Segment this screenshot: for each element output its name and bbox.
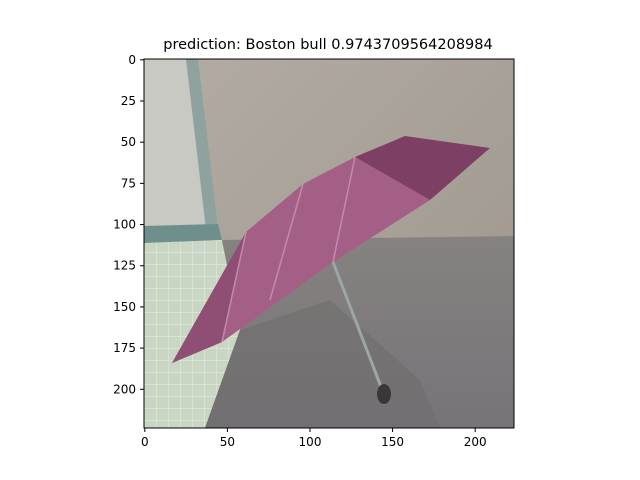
- y-tick-label: 150: [113, 300, 136, 314]
- y-tick-label: 0: [128, 53, 136, 67]
- y-tick-label: 75: [121, 176, 136, 190]
- y-tick-label: 25: [121, 94, 136, 108]
- x-tick-label: 200: [464, 435, 487, 449]
- y-tick-label: 200: [113, 382, 136, 396]
- y-tick-label: 100: [113, 218, 136, 232]
- y-tick-label: 175: [113, 341, 136, 355]
- x-tick-label: 100: [299, 435, 322, 449]
- y-tick-label: 50: [121, 135, 136, 149]
- x-tick-label: 150: [381, 435, 404, 449]
- plot-title: prediction: Boston bull 0.97437095642089…: [163, 37, 492, 53]
- y-axis: 0 25 50 75 100 125 150 175 200: [113, 53, 144, 396]
- x-axis: 0 50 100 150 200: [141, 428, 487, 449]
- y-tick-label: 125: [113, 259, 136, 273]
- x-tick-label: 0: [141, 435, 149, 449]
- x-tick-label: 50: [220, 435, 235, 449]
- image-frame: [143, 58, 515, 429]
- photo-image: [144, 59, 514, 428]
